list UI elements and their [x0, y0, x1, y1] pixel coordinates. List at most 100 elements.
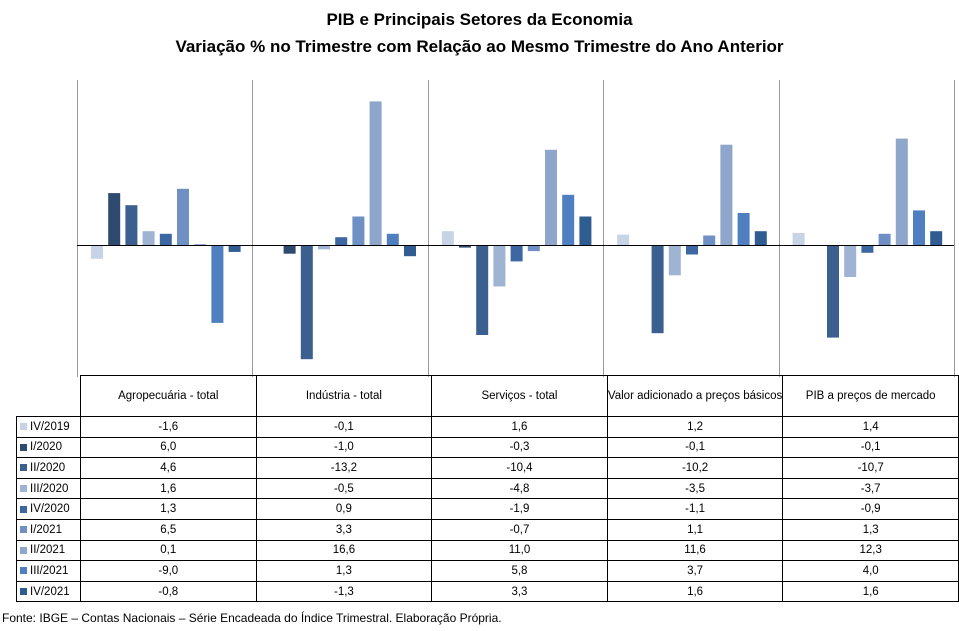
bar-III-2021-3 [737, 213, 750, 245]
table-corner [17, 376, 81, 417]
bar-II-2021-1 [369, 101, 382, 246]
bar-I-2020-1 [283, 245, 296, 254]
category-label: Valor adicionado a preços básicos [606, 375, 784, 417]
data-label: 4,6 [79, 457, 257, 479]
data-label: 3,7 [606, 560, 784, 582]
legend-swatch [20, 464, 27, 472]
data-label: 12,3 [782, 539, 959, 562]
bar-IV-2020-1 [335, 237, 348, 245]
legend-swatch [20, 546, 27, 554]
legend-swatch [20, 485, 27, 493]
bar-III-2021-0 [211, 245, 224, 323]
data-label: 1,1 [606, 518, 784, 541]
table-row: II/2020 4,6 -13,2 -10,4 -10,2 -10,7 [16, 457, 959, 479]
bar-IV-2021-4 [930, 231, 943, 245]
bar-II-2020-2 [476, 245, 489, 335]
data-label: 5,8 [431, 560, 608, 582]
data-label: -10,7 [782, 457, 959, 479]
table-row: III/2021 -9,0 1,3 5,8 3,7 4,0 [16, 560, 959, 582]
series-name: IV/2019 [30, 420, 70, 433]
category-label: Serviços - total [431, 375, 608, 417]
bar-II-2021-0 [194, 244, 207, 245]
data-label: -0,8 [79, 580, 257, 603]
data-label: 3,3 [431, 580, 608, 603]
bar-IV-2020-2 [510, 245, 523, 262]
bar-II-2020-0 [125, 205, 138, 245]
category-label: Agropecuária - total [79, 375, 257, 417]
table-row: IV/2019 -1,6 -0,1 1,6 1,2 1,4 [16, 416, 959, 438]
legend-entry: III/2021 [16, 560, 81, 582]
category-label: PIB a preços de mercado [782, 375, 959, 417]
data-label: 16,6 [255, 539, 433, 562]
series-name: II/2021 [30, 544, 66, 557]
bar-III-2021-4 [913, 210, 925, 245]
table-row: I/2020 6,0 -1,0 -0,3 -0,1 -0,1 [16, 436, 959, 459]
data-label: -13,2 [255, 457, 433, 479]
bar-II-2020-4 [827, 245, 839, 338]
data-label: -4,8 [431, 477, 608, 500]
data-label: 6,0 [79, 436, 257, 459]
bar-I-2021-0 [177, 188, 189, 245]
bar-II-2021-3 [720, 144, 733, 245]
data-label: 11,0 [431, 539, 608, 562]
data-label: 1,6 [606, 580, 784, 603]
legend-entry: IV/2020 [16, 498, 81, 520]
bar-IV-2019-0 [91, 245, 103, 259]
data-label: 0,1 [79, 539, 257, 562]
data-label: 3,3 [255, 518, 433, 541]
legend-entry: II/2021 [16, 539, 81, 562]
bar-I-2020-0 [108, 193, 121, 245]
data-label: 11,6 [606, 539, 784, 562]
data-label: 1,6 [431, 416, 608, 438]
data-label: -0,5 [255, 477, 433, 500]
legend-swatch [20, 526, 27, 534]
data-label: -9,0 [79, 560, 257, 582]
table-row: IV/2021 -0,8 -1,3 3,3 1,6 1,6 [16, 580, 959, 603]
data-label: -0,9 [782, 498, 959, 520]
bar-I-2021-2 [527, 245, 540, 252]
bar-IV-2021-1 [404, 245, 416, 257]
series-name: I/2021 [30, 523, 62, 536]
bar-IV-2020-3 [686, 245, 698, 255]
bar-III-2021-2 [562, 194, 575, 245]
bar-II-2020-1 [300, 245, 313, 360]
bar-IV-2021-2 [579, 216, 592, 245]
legend-swatch [20, 588, 27, 596]
data-label: 1,3 [255, 560, 433, 582]
bar-I-2021-4 [878, 233, 891, 245]
chart-subtitle: Variação % no Trimestre com Relação ao M… [175, 37, 784, 56]
source-note: Fonte: IBGE – Contas Nacionais – Série E… [2, 611, 502, 625]
series-name: IV/2021 [30, 585, 70, 598]
bar-III-2020-1 [318, 245, 330, 250]
data-label: 0,9 [255, 498, 433, 520]
data-label: -0,3 [431, 436, 608, 459]
legend-swatch [20, 443, 27, 451]
data-label: -0,7 [431, 518, 608, 541]
data-label: 6,5 [79, 518, 257, 541]
data-label: 1,3 [782, 518, 959, 541]
data-label: -3,7 [782, 477, 959, 500]
table-row: III/2020 1,6 -0,5 -4,8 -3,5 -3,7 [16, 477, 959, 500]
category-label: Indústria - total [255, 375, 433, 417]
data-label: 1,3 [79, 498, 257, 520]
bar-II-2021-2 [545, 149, 557, 245]
data-label: 1,6 [782, 580, 959, 603]
data-label: 1,2 [606, 416, 784, 438]
data-label: -1,1 [606, 498, 784, 520]
bar-III-2020-0 [142, 231, 155, 245]
table-row: IV/2020 1,3 0,9 -1,9 -1,1 -0,9 [16, 498, 959, 520]
data-label: -10,2 [606, 457, 784, 479]
data-label: 4,0 [782, 560, 959, 582]
data-table: Agropecuária - total Indústria - total Ser… [16, 375, 959, 603]
bar-IV-2020-0 [159, 233, 172, 245]
data-label: -1,9 [431, 498, 608, 520]
bar-II-2020-3 [651, 245, 664, 334]
series-name: IV/2020 [30, 503, 70, 516]
legend-swatch [20, 423, 27, 431]
legend-entry: IV/2019 [16, 416, 81, 438]
bar-IV-2019-2 [441, 231, 454, 245]
legend-swatch [20, 567, 27, 575]
data-label: 1,6 [79, 477, 257, 500]
data-label: -10,4 [431, 457, 608, 479]
legend-entry: I/2020 [16, 436, 81, 459]
